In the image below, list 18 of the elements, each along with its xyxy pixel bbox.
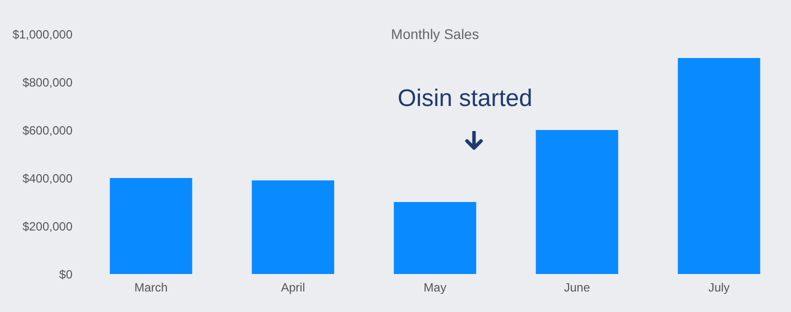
chart-title: Monthly Sales [391,26,479,42]
annotation: Oisin started [398,85,532,112]
y-tick-label: $800,000 [22,76,73,90]
x-tick-label: June [564,280,590,294]
x-tick-label: April [280,280,306,294]
y-tick-label: $200,000 [22,220,73,234]
bar [536,130,618,274]
bar [110,178,192,274]
x-tick-label: May [424,280,446,294]
x-tick-label: March [134,280,168,294]
y-tick-label: $0 [59,268,73,282]
x-tick-label: July [708,280,730,294]
bar [394,202,476,274]
bar [252,180,334,274]
bar [678,58,760,274]
y-tick-label: $600,000 [22,124,73,138]
y-tick-label: $1,000,000 [12,28,73,42]
y-tick-label: $400,000 [22,172,73,186]
